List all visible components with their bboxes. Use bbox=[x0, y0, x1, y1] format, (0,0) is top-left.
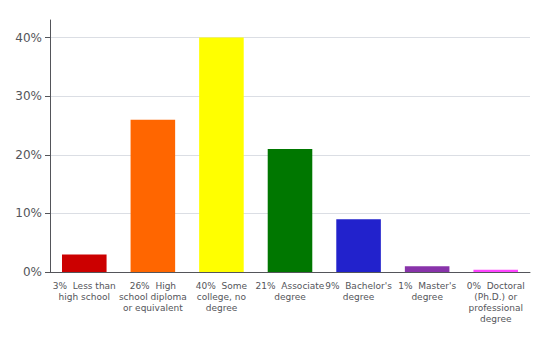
svg-text:degree: degree bbox=[274, 292, 306, 302]
svg-text:degree: degree bbox=[343, 292, 375, 302]
svg-text:21% Associate: 21% Associate bbox=[256, 281, 325, 291]
svg-text:26% High: 26% High bbox=[130, 281, 176, 291]
svg-text:20%: 20% bbox=[15, 148, 42, 162]
svg-text:high school: high school bbox=[59, 292, 110, 302]
svg-text:degree: degree bbox=[480, 314, 512, 324]
svg-text:(Ph.D.) or: (Ph.D.) or bbox=[474, 292, 517, 302]
svg-text:30%: 30% bbox=[15, 89, 42, 103]
svg-text:1% Master's: 1% Master's bbox=[398, 281, 456, 291]
svg-text:professional: professional bbox=[468, 303, 523, 313]
svg-text:9% Bachelor's: 9% Bachelor's bbox=[325, 281, 392, 291]
svg-text:school diploma: school diploma bbox=[119, 292, 187, 302]
svg-text:college, no: college, no bbox=[197, 292, 247, 302]
svg-text:or equivalent: or equivalent bbox=[123, 303, 183, 313]
svg-text:degree: degree bbox=[411, 292, 443, 302]
svg-text:degree: degree bbox=[206, 303, 238, 313]
svg-text:3% Less than: 3% Less than bbox=[53, 281, 116, 291]
svg-text:0% Doctoral: 0% Doctoral bbox=[467, 281, 525, 291]
svg-text:40%: 40% bbox=[15, 31, 42, 45]
svg-text:40% Some: 40% Some bbox=[196, 281, 248, 291]
svg-text:10%: 10% bbox=[15, 206, 42, 220]
svg-text:0%: 0% bbox=[23, 265, 42, 279]
